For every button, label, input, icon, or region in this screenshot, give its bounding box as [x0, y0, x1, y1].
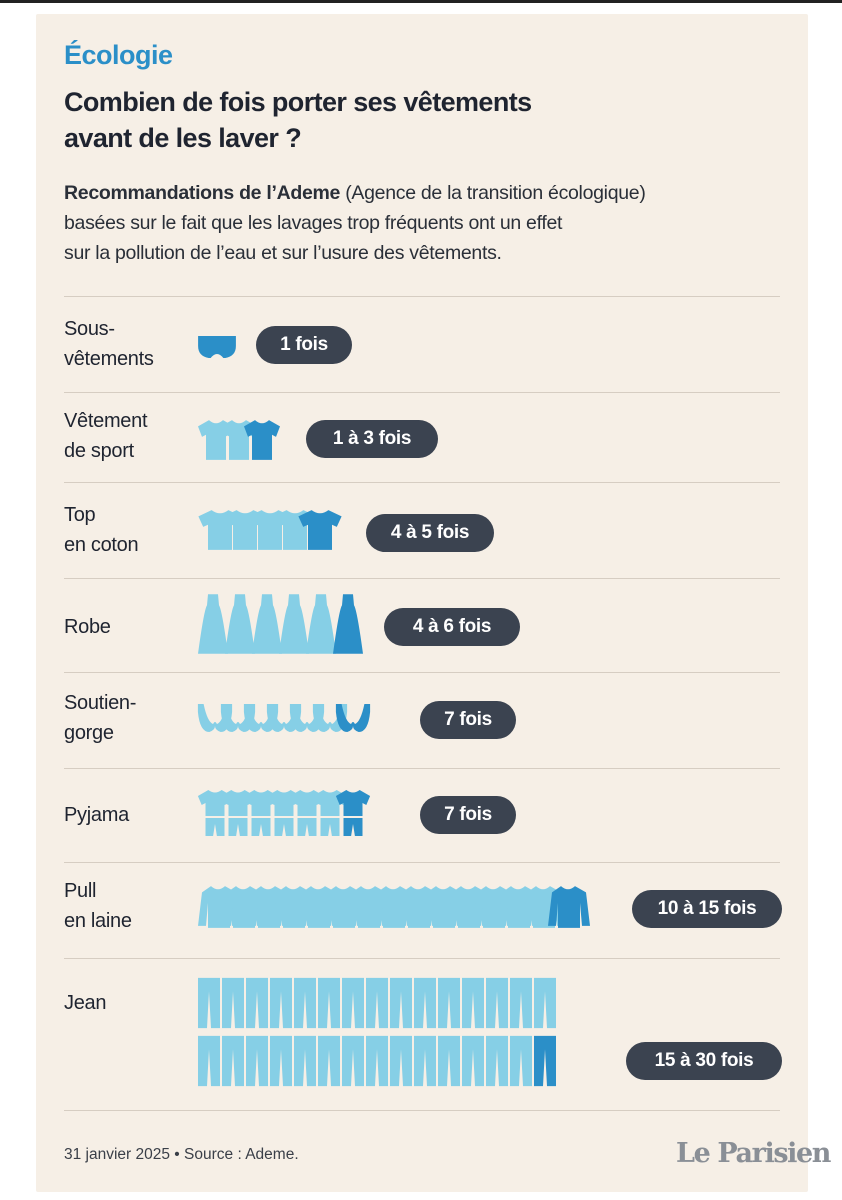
jeans-icon: [364, 976, 390, 1035]
jeans-icon: [316, 1034, 342, 1093]
row-label-line: en coton: [64, 534, 139, 556]
jeans-icon: [460, 1034, 486, 1093]
row-label-line: Pyjama: [64, 804, 129, 826]
jeans-icon: [196, 1034, 222, 1093]
row-label: Soutien-gorge: [64, 688, 136, 748]
source-footer: 31 janvier 2025 • Source : Ademe.: [64, 1146, 299, 1163]
jeans-icon: [412, 1034, 438, 1093]
row-separator: [64, 482, 780, 483]
row-label-line: vêtements: [64, 348, 154, 370]
bra-icon: [265, 700, 303, 739]
pyjama-icon: [334, 788, 372, 843]
jeans-icon: [340, 1034, 366, 1093]
value-badge: 4 à 5 fois: [366, 514, 494, 552]
row-label: Robe: [64, 612, 111, 642]
jeans-icon: [532, 976, 558, 1035]
intro-line-1: Recommandations de l’Ademe (Agence de la…: [64, 178, 764, 208]
jeans-icon: [436, 976, 462, 1035]
bra-icon: [311, 700, 349, 739]
row-separator: [64, 862, 780, 863]
row-label-line: Soutien-: [64, 692, 137, 714]
jeans-icon: [316, 976, 342, 1035]
sweater-icon: [546, 884, 592, 935]
row-label-line: Jean: [64, 992, 107, 1014]
jeans-icon: [196, 976, 222, 1035]
jeans-icon: [532, 1034, 558, 1093]
row-separator: [64, 958, 780, 959]
title-line-1: Combien de fois porter ses vêtements: [64, 87, 532, 117]
intro-text: Recommandations de l’Ademe (Agence de la…: [64, 178, 764, 268]
value-badge: 10 à 15 fois: [632, 890, 782, 928]
bra-icon: [242, 700, 280, 739]
row-label-line: de sport: [64, 440, 134, 462]
row-label-line: Pull: [64, 880, 97, 902]
row-separator: [64, 578, 780, 579]
row-separator: [64, 392, 780, 393]
jeans-icon: [484, 1034, 510, 1093]
jeans-icon: [268, 976, 294, 1035]
row-label-line: Sous-: [64, 318, 115, 340]
dress-icon: [331, 592, 365, 661]
bra-icon: [334, 700, 372, 739]
jeans-icon: [292, 976, 318, 1035]
dress-icon: [250, 592, 284, 661]
row-label-line: en laine: [64, 910, 132, 932]
value-badge: 7 fois: [420, 701, 516, 739]
row-label-line: Vêtement: [64, 410, 148, 432]
intro-rest: (Agence de la transition écologique): [340, 182, 646, 204]
jeans-icon: [508, 976, 534, 1035]
row-label: Jean: [64, 988, 106, 1018]
jeans-icon: [220, 1034, 246, 1093]
title-line-2: avant de les laver ?: [64, 123, 302, 153]
jeans-icon: [244, 1034, 270, 1093]
value-badge: 1 à 3 fois: [306, 420, 438, 458]
jeans-icon: [364, 1034, 390, 1093]
jeans-icon: [436, 1034, 462, 1093]
jeans-icon: [484, 976, 510, 1035]
jeans-icon: [268, 1034, 294, 1093]
intro-line-2: basées sur le fait que les lavages trop …: [64, 212, 563, 234]
dress-icon: [196, 592, 230, 661]
intro-line-3: sur la pollution de l’eau et sur l’usure…: [64, 242, 502, 264]
bra-icon: [196, 700, 234, 739]
row-label: Vêtement de sport: [64, 406, 148, 466]
row-label-line: Top: [64, 504, 96, 526]
row-label-line: Robe: [64, 616, 111, 638]
dress-icon: [304, 592, 338, 661]
row-label: Sous-vêtements: [64, 314, 154, 374]
top-border: [0, 0, 842, 3]
intro-bold: Recommandations de l’Ademe: [64, 182, 341, 204]
dress-icon: [277, 592, 311, 661]
row-separator: [64, 672, 780, 673]
jeans-icon: [460, 976, 486, 1035]
row-label: Pull en laine: [64, 876, 132, 936]
jeans-icon: [412, 976, 438, 1035]
jeans-icon: [388, 976, 414, 1035]
jeans-icon: [220, 976, 246, 1035]
value-badge: 15 à 30 fois: [626, 1042, 782, 1080]
tshirt-icon: [242, 418, 282, 467]
jeans-icon: [244, 976, 270, 1035]
row-label: Top en coton: [64, 500, 139, 560]
jeans-icon: [388, 1034, 414, 1093]
briefs-icon: [196, 332, 238, 365]
chart-title: Combien de fois porter ses vêtements ava…: [64, 84, 664, 156]
dress-icon: [223, 592, 257, 661]
publisher-logo: Le Parisien: [676, 1138, 831, 1169]
value-badge: 4 à 6 fois: [384, 608, 520, 646]
row-label: Pyjama: [64, 800, 129, 830]
bra-icon: [219, 700, 257, 739]
jeans-icon: [292, 1034, 318, 1093]
row-label-line: gorge: [64, 722, 114, 744]
row-separator: [64, 1110, 780, 1111]
top-icon: [296, 508, 344, 557]
row-separator: [64, 768, 780, 769]
jeans-icon: [508, 1034, 534, 1093]
value-badge: 7 fois: [420, 796, 516, 834]
bra-icon: [288, 700, 326, 739]
row-separator: [64, 296, 780, 297]
kicker: Écologie: [64, 40, 173, 70]
value-badge: 1 fois: [256, 326, 352, 364]
jeans-icon: [340, 976, 366, 1035]
